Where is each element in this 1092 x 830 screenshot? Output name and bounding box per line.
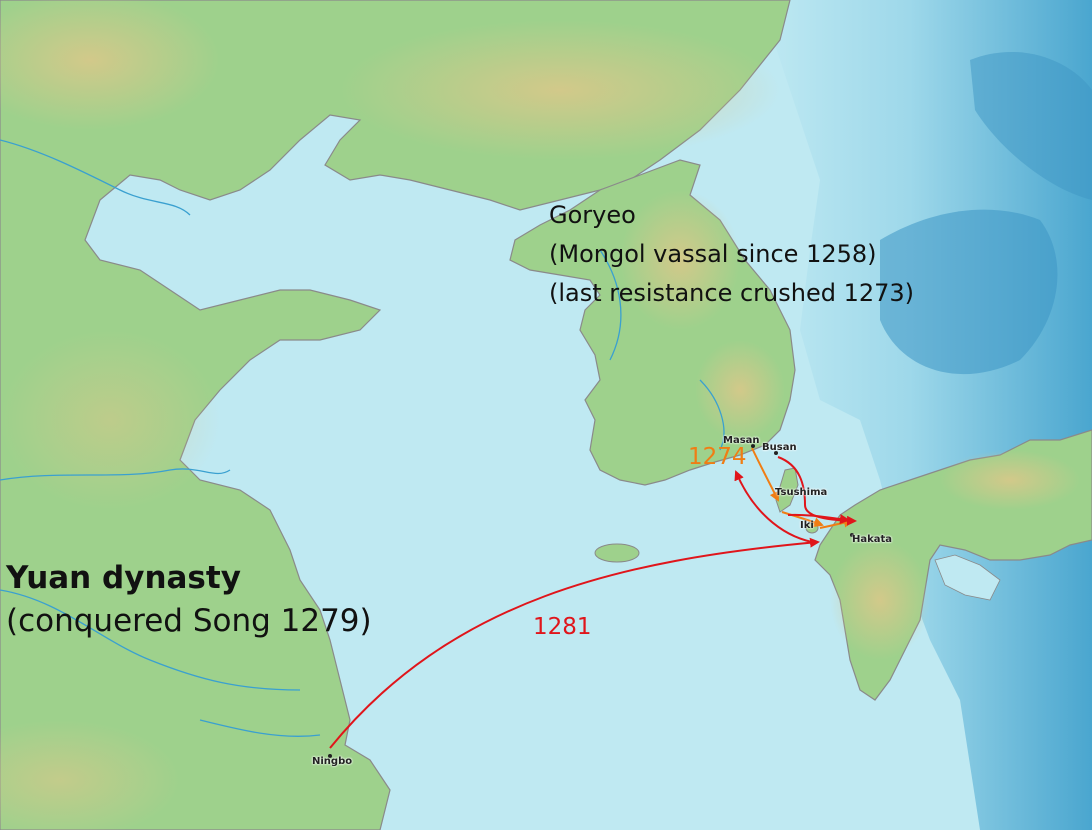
route-1281-ningbo [329, 537, 820, 749]
place-iki: Iki [800, 520, 814, 531]
route-1281 [329, 456, 857, 749]
jeju-island [594, 543, 640, 563]
goryeo-note-resistance: (last resistance crushed 1273) [549, 279, 915, 307]
masan-marker [751, 444, 755, 448]
place-busan: Busan [762, 442, 797, 453]
place-masan: Masan [723, 435, 760, 446]
route-1274-tsushima-iki [781, 511, 824, 528]
place-hakata: Hakata [852, 534, 893, 545]
busan-marker [774, 451, 778, 455]
route-1281-busan [777, 456, 857, 526]
year-1281-label: 1281 [533, 614, 592, 640]
city-markers [328, 444, 854, 758]
yuan-title: Yuan dynasty [6, 560, 241, 596]
place-ningbo: Ningbo [312, 756, 353, 767]
place-tsushima: Tsushima [775, 487, 828, 498]
goryeo-title: Goryeo [549, 201, 636, 229]
route-1281-hakata [787, 513, 850, 525]
ningbo-marker [328, 754, 332, 758]
mainland-land [0, 0, 791, 830]
year-1274-label: 1274 [688, 444, 747, 470]
yuan-note: (conquered Song 1279) [6, 603, 372, 639]
rivers [0, 139, 725, 737]
hakata-marker [850, 533, 854, 537]
sea-deep [760, 0, 1092, 830]
route-1281-masan-return [734, 470, 813, 543]
route-1274-masan-tsushima [751, 447, 779, 502]
goryeo-note-vassal: (Mongol vassal since 1258) [549, 240, 877, 268]
